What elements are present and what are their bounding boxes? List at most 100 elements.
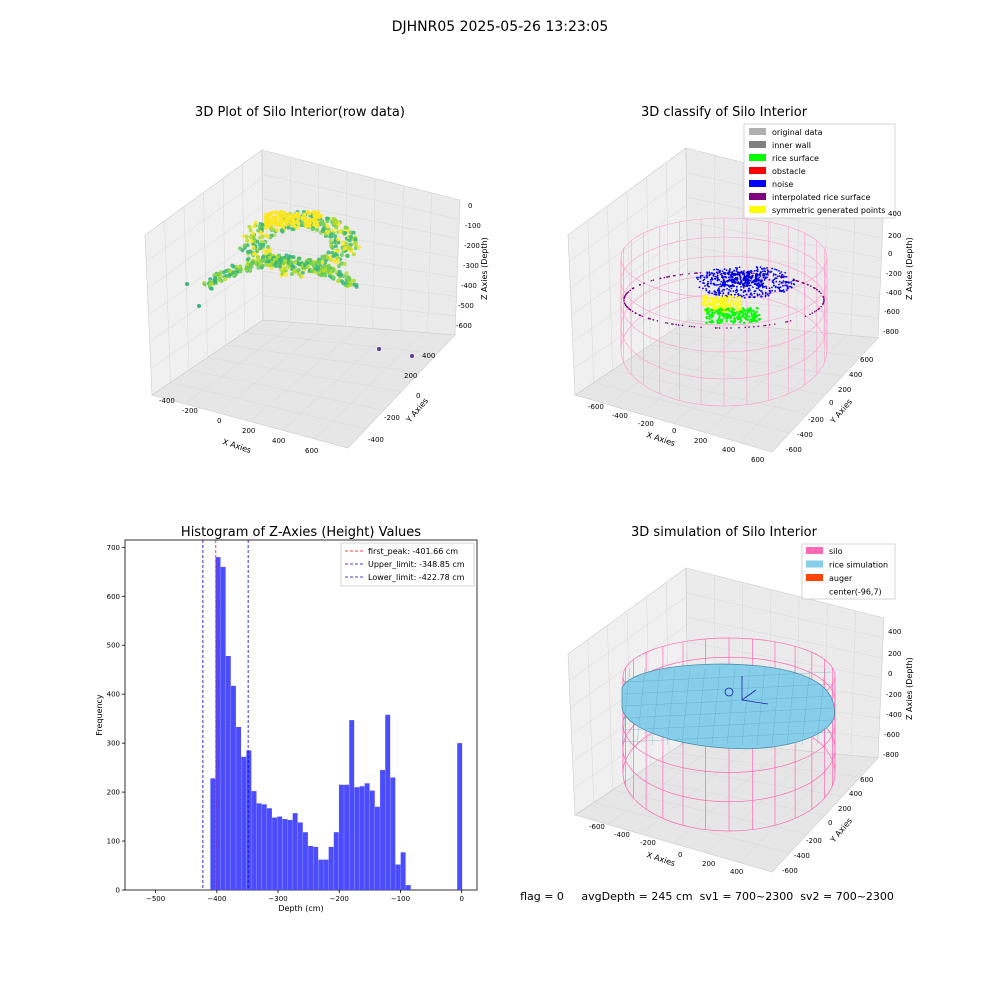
- raw-point: [315, 211, 320, 216]
- raw-point: [321, 227, 326, 232]
- raw-point: [331, 217, 336, 222]
- classify-point: [768, 324, 771, 326]
- histogram-bars: [210, 557, 463, 890]
- classify-point: [717, 283, 719, 286]
- histogram-bar: [292, 813, 298, 890]
- classify-ytick: -600: [786, 446, 802, 454]
- classify-point: [719, 269, 721, 272]
- classify-point: [765, 287, 768, 290]
- classify-point: [641, 315, 644, 317]
- classify-point: [718, 327, 721, 329]
- classify-point: [720, 280, 723, 283]
- classify-point: [675, 323, 677, 326]
- classify-point: [711, 309, 714, 312]
- raw-point: [258, 246, 263, 251]
- classify-point: [731, 313, 735, 316]
- raw-point: [247, 265, 252, 270]
- raw-point: [336, 264, 341, 269]
- histogram-xticks: −500 −400 −300 −200 −100 0: [146, 890, 464, 903]
- raw-point: [286, 225, 291, 230]
- raw-point: [291, 255, 296, 260]
- classify-point: [724, 308, 728, 312]
- silo-wire-ring: [620, 274, 828, 380]
- classify-point: [728, 270, 731, 272]
- classify-point: [810, 285, 812, 287]
- classify-point: [710, 282, 712, 285]
- classify-point: [739, 276, 742, 279]
- raw-point: [345, 253, 350, 258]
- histogram-bar: [364, 783, 370, 890]
- classify-point: [755, 283, 759, 286]
- classify-point: [713, 307, 717, 311]
- classify-point: [626, 306, 628, 308]
- classify-point: [705, 275, 708, 277]
- raw-point: [351, 230, 356, 235]
- classify-point: [753, 292, 756, 295]
- rice-mesh-line: [786, 667, 796, 746]
- classify-point: [702, 287, 704, 290]
- rice-mesh-line: [711, 667, 721, 746]
- raw-point: [336, 240, 341, 245]
- classify-point: [739, 294, 742, 297]
- raw-point: [245, 238, 250, 243]
- raw-ytick: 200: [404, 372, 417, 380]
- classify-point: [784, 271, 787, 274]
- classify-point: [693, 325, 696, 328]
- raw-point: [267, 259, 272, 264]
- raw-point: [321, 268, 326, 273]
- classify-point: [735, 268, 738, 271]
- classify-point: [727, 291, 730, 294]
- raw-point: [290, 227, 295, 232]
- simulation-xlabel: X Axies: [645, 850, 676, 868]
- classify-point: [717, 316, 721, 320]
- classify-point: [753, 325, 755, 328]
- classify-point: [711, 292, 713, 295]
- classify-point: [749, 307, 752, 310]
- classify-point: [822, 296, 825, 299]
- classify-xtick: -400: [612, 412, 628, 420]
- classify-point: [773, 278, 776, 281]
- classify-point: [706, 276, 709, 279]
- raw-point: [295, 225, 300, 230]
- raw-point: [213, 275, 218, 280]
- classify-point: [750, 312, 753, 315]
- raw-point: [284, 214, 289, 219]
- classify-point: [738, 266, 741, 269]
- raw-point: [352, 278, 357, 283]
- classify-point: [629, 309, 632, 311]
- classify-point: [719, 312, 722, 315]
- classify-point: [748, 284, 751, 287]
- classify-point: [713, 268, 715, 271]
- histogram-ytick-label: 500: [107, 642, 120, 650]
- classify-panel-title: 3D classify of Silo Interior: [641, 105, 808, 120]
- classify-point: [652, 319, 655, 321]
- raw-point: [292, 214, 297, 219]
- raw-zlabel: Z Axies (Depth): [480, 237, 489, 300]
- classify-point: [780, 271, 783, 273]
- classify-point: [735, 285, 738, 288]
- raw-point: [278, 212, 283, 217]
- classify-point: [702, 297, 705, 301]
- raw-grid-lines: [146, 157, 460, 440]
- classify-point: [717, 306, 720, 309]
- classify-point: [722, 292, 725, 295]
- raw-ztick: -500: [458, 302, 474, 310]
- classify-point: [708, 297, 711, 300]
- histogram-bar: [318, 859, 324, 890]
- classify-point: [728, 302, 731, 305]
- raw-point: [297, 262, 302, 267]
- raw-point: [248, 268, 253, 273]
- raw-point: [260, 263, 265, 268]
- simulation-legend-label: center(-96,7): [829, 588, 882, 597]
- histogram-bar: [297, 822, 303, 890]
- classify-point: [813, 310, 816, 313]
- classify-point: [702, 295, 705, 298]
- raw-point: [303, 263, 308, 268]
- classify-point: [634, 312, 637, 314]
- classify-point: [752, 280, 755, 283]
- classify-point: [735, 270, 738, 273]
- classify-point: [627, 290, 630, 293]
- classify-point: [744, 317, 748, 320]
- raw-point: [280, 223, 285, 228]
